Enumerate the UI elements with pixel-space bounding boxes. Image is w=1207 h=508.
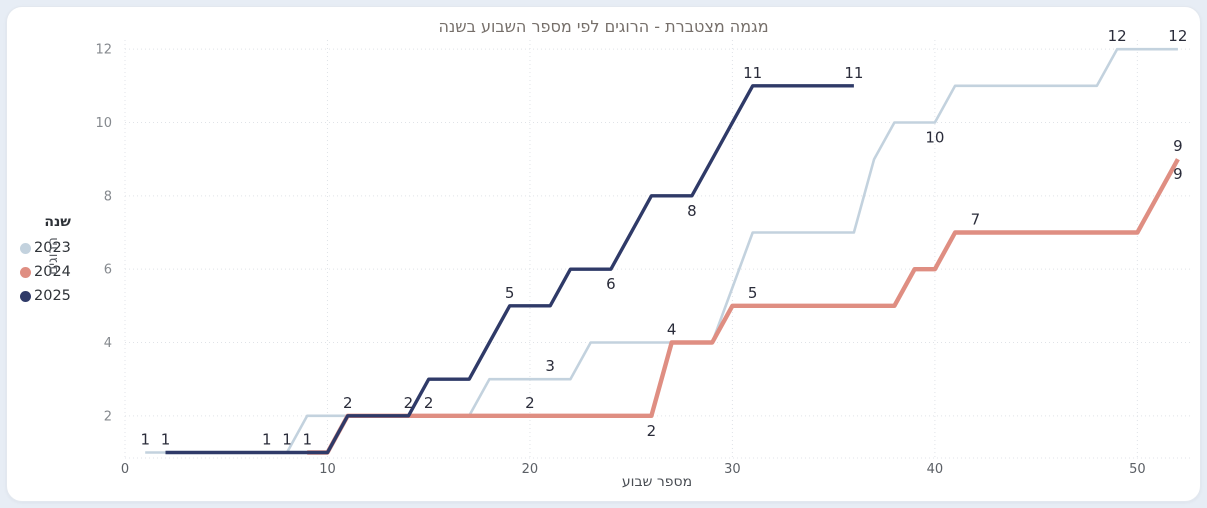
point-label-2024: 1 (302, 431, 312, 449)
point-label-2025: 11 (743, 64, 762, 82)
y-tick-label: 6 (104, 263, 112, 278)
legend-label-2025: 2025 (34, 288, 71, 304)
legend-label-2023: 2023 (34, 240, 71, 256)
point-label-2025: 8 (687, 202, 697, 220)
legend-dot-2025-icon (20, 290, 31, 302)
legend: שנה 2023 2024 2025 (20, 214, 71, 308)
x-tick-label: 20 (522, 462, 539, 477)
legend-item-2024[interactable]: 2024 (20, 260, 71, 284)
y-tick-label: 4 (104, 336, 112, 351)
series-line-2025[interactable] (165, 84, 854, 455)
x-tick-label: 40 (927, 462, 944, 477)
point-label-2023: 12 (1168, 27, 1187, 45)
point-label-2023: 1 (140, 431, 150, 449)
series-line-2023[interactable] (145, 47, 1178, 454)
x-axis-title: מספר שבוע (621, 474, 693, 490)
point-label-2024: 2 (424, 394, 434, 412)
point-label-2025: 1 (282, 431, 292, 449)
point-label-2025: 5 (505, 284, 515, 302)
chart-title: מגמה מצטברת - הרוגים לפי מספר השבוע בשנה (438, 17, 769, 36)
point-label-2025: 2 (343, 394, 353, 412)
legend-dot-2023-icon (20, 242, 31, 254)
point-label-2023: 10 (925, 129, 944, 147)
point-label-2024: 9 (1173, 137, 1183, 155)
legend-item-2025[interactable]: 2025 (20, 284, 71, 308)
x-tick-label: 0 (121, 462, 129, 477)
point-label-2023: 3 (545, 357, 555, 375)
x-tick-label: 30 (724, 462, 741, 477)
point-label-2025: 6 (606, 275, 616, 293)
legend-label-2024: 2024 (34, 264, 71, 280)
point-label-2024: 4 (667, 321, 677, 339)
series-line-2024[interactable] (307, 158, 1180, 455)
x-tick-label: 50 (1129, 462, 1146, 477)
point-label-2024: 2 (647, 422, 657, 440)
point-label-2025: 11 (844, 64, 863, 82)
y-tick-label: 2 (104, 409, 112, 424)
point-label-2023: 1 (262, 431, 272, 449)
point-label-2025: 1 (161, 431, 171, 449)
chart-card (6, 6, 1201, 502)
point-label-2025: 2 (404, 394, 414, 412)
y-tick-label: 12 (95, 43, 112, 58)
point-label-2023: 12 (1108, 27, 1127, 45)
point-label-2024: 2 (525, 394, 535, 412)
y-tick-label: 8 (104, 189, 112, 204)
x-tick-label: 10 (319, 462, 336, 477)
point-label-2024: 7 (971, 211, 981, 229)
y-tick-label: 10 (95, 116, 112, 131)
legend-title: שנה (44, 214, 71, 230)
point-label-2024: 9 (1173, 165, 1183, 183)
legend-item-2023[interactable]: 2023 (20, 236, 71, 260)
point-label-2024: 5 (748, 284, 758, 302)
legend-dot-2024-icon (20, 266, 31, 278)
